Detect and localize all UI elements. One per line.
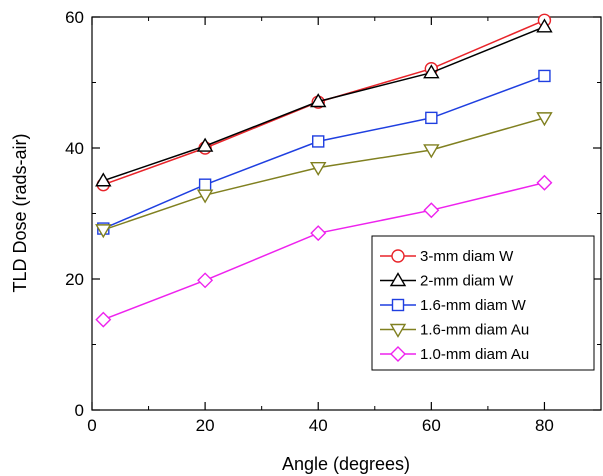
legend-item: 1.6-mm diam Au bbox=[380, 322, 529, 339]
y-tick-label: 60 bbox=[65, 8, 84, 27]
series-2 bbox=[95, 18, 553, 187]
legend-marker bbox=[390, 346, 406, 362]
legend-marker bbox=[389, 272, 407, 287]
data-point bbox=[425, 111, 438, 125]
data-point bbox=[310, 93, 327, 108]
data-point bbox=[536, 112, 553, 127]
x-tick-label: 20 bbox=[196, 416, 215, 435]
data-point bbox=[196, 137, 214, 152]
data-point bbox=[95, 224, 112, 239]
y-axis-title: TLD Dose (rads-air) bbox=[10, 133, 30, 292]
data-point bbox=[312, 135, 325, 148]
legend-label: 1.0-mm diam Au bbox=[420, 346, 529, 363]
data-point bbox=[310, 161, 327, 177]
legend-label: 1.6-mm diam W bbox=[420, 297, 527, 314]
data-point bbox=[423, 144, 440, 159]
legend-item: 1.6-mm diam W bbox=[380, 297, 527, 314]
data-point bbox=[95, 172, 112, 187]
x-tick-label: 60 bbox=[422, 416, 441, 435]
data-point bbox=[198, 178, 212, 191]
legend-marker bbox=[391, 298, 405, 312]
x-axis-title: Angle (degrees) bbox=[282, 454, 410, 474]
data-point bbox=[423, 202, 440, 219]
series-3 bbox=[97, 69, 551, 235]
data-point bbox=[196, 189, 214, 204]
series-line bbox=[103, 117, 545, 231]
data-point bbox=[536, 174, 553, 191]
legend-marker bbox=[389, 323, 407, 338]
series-5 bbox=[95, 174, 553, 328]
x-tick-label: 80 bbox=[535, 416, 554, 435]
legend-item: 2-mm diam W bbox=[380, 272, 514, 290]
y-tick-label: 20 bbox=[65, 270, 84, 289]
legend-label: 1.6-mm diam Au bbox=[420, 322, 529, 339]
data-point bbox=[423, 64, 440, 79]
legend-marker bbox=[391, 249, 405, 263]
legend-label: 3-mm diam W bbox=[420, 248, 514, 265]
axis-ticks: 0 20 40 60 80 0 20 40 60 bbox=[65, 8, 601, 435]
data-point bbox=[536, 18, 553, 33]
legend-label: 2-mm diam W bbox=[420, 273, 514, 290]
y-tick-label: 0 bbox=[75, 401, 84, 420]
data-point bbox=[310, 225, 327, 242]
data-point bbox=[95, 311, 112, 328]
series-layer bbox=[95, 13, 553, 328]
legend-item: 3-mm diam W bbox=[380, 248, 514, 265]
legend-item: 1.0-mm diam Au bbox=[380, 346, 529, 363]
y-tick-label: 40 bbox=[65, 139, 84, 158]
legend: 3-mm diam W 2-mm diam W 1.6-mm diam W 1.6-m… bbox=[371, 235, 595, 371]
x-tick-label: 0 bbox=[87, 416, 96, 435]
data-point bbox=[538, 69, 551, 83]
legend-box bbox=[371, 235, 595, 371]
x-tick-label: 40 bbox=[309, 416, 328, 435]
series-4 bbox=[95, 112, 553, 239]
data-point bbox=[197, 272, 214, 289]
